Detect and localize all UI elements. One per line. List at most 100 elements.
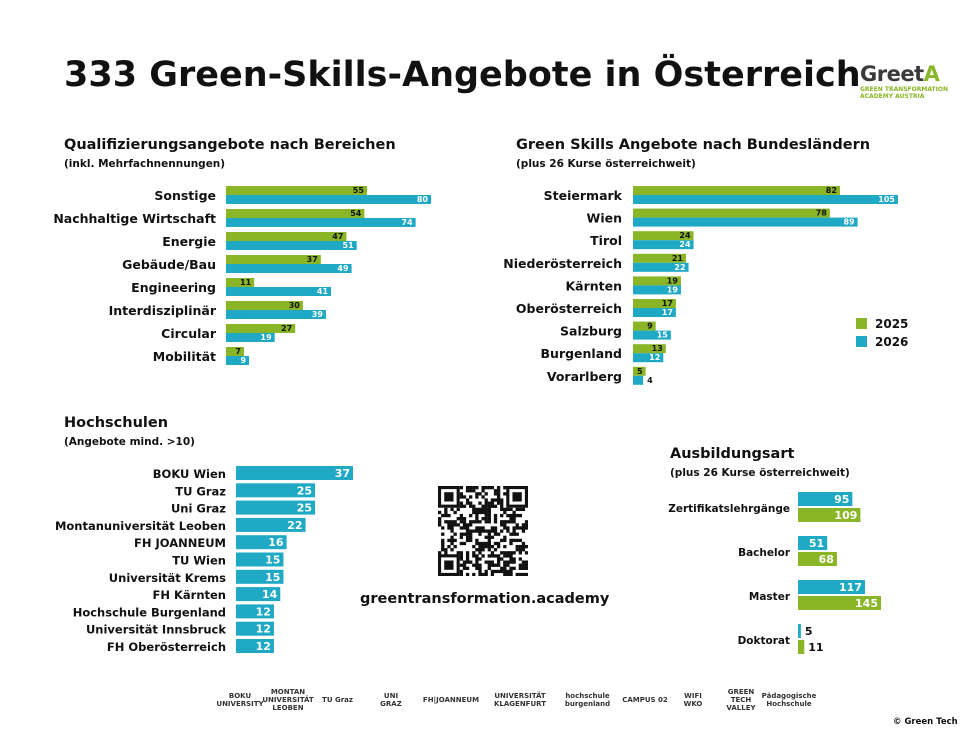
bar-gebäude-bau-2026 [226,264,352,273]
category-label-fh-joanneum: FH JOANNEUM [134,536,226,550]
bereiche-chart: Sonstige 55 80 Nachhaltige Wirtschaft 54 74 En… [53,186,431,365]
value-label-interdisziplinär-2026: 39 [312,310,324,319]
value-label-zertifikatslehrgänge-2026: 95 [834,493,849,506]
partner-logo-tu-graz: TU Graz [322,696,353,704]
category-label-zertifikatslehrgänge: Zertifikatslehrgänge [668,503,790,515]
bar-tu-wien [236,552,284,567]
category-label-mobilität: Mobilität [153,349,216,364]
value-label-hochschule-burgenland: 12 [256,605,271,618]
bar-tirol-2026 [633,240,694,250]
bar-engineering-2025 [226,278,255,287]
value-label-bachelor-2026: 51 [809,537,824,550]
bar-boku-wien [236,466,353,480]
bar-vorarlberg-2026 [633,375,644,385]
bar-salzburg-2025 [633,321,656,331]
bar-universität-innsbruck [236,621,274,636]
bar-nachhaltige-wirtschaft-2026 [226,218,416,227]
bar-circular-2026 [226,333,275,342]
value-label-tirol-2026: 24 [679,240,691,249]
bar-circular-2025 [226,324,296,333]
hochschulen-chart: BOKU Wien 37 TU Graz 25 Uni Graz 25 Montanuniv… [55,466,353,654]
partner-logo-green-tech-valley: GREEN TECH VALLEY [726,688,756,712]
category-label-bachelor: Bachelor [738,547,791,559]
bar-sonstige-2026 [226,195,431,204]
category-label-uni-graz: Uni Graz [171,502,226,516]
value-label-nachhaltige-wirtschaft-2025: 54 [350,209,362,218]
category-label-universität-krems: Universität Krems [109,571,226,585]
legend-label-2025: 2025 [875,317,908,331]
greeta-logo: GreetA GREEN TRANSFORMATION ACADEMY AUST… [860,62,950,100]
value-label-circular-2026: 19 [261,333,273,342]
value-label-fh-joanneum: 16 [268,536,284,549]
value-label-niederösterreich-2026: 22 [674,263,685,272]
bar-oberösterreich-2026 [633,308,676,317]
value-label-boku-wien: 37 [335,467,350,480]
value-label-master-2025: 145 [855,597,878,610]
bar-niederösterreich-2026 [633,262,689,272]
category-label-sonstige: Sonstige [154,188,216,203]
bar-mobilität-2026 [226,356,250,365]
value-label-gebäude-bau-2025: 37 [307,255,318,264]
qr-code[interactable] [438,486,528,576]
partner-logo-fh-joanneum: FH|JOANNEUM [422,696,480,704]
bar-energie-2026 [226,241,357,250]
value-label-universität-krems: 15 [265,571,280,584]
value-label-energie-2025: 47 [332,232,343,241]
value-label-doktorat-2025: 11 [808,641,823,654]
bereiche-title: Qualifizierungsangebote nach Bereichen [64,137,396,153]
bar-kärnten-2025 [633,276,681,286]
bar-wien-2025 [633,208,830,218]
value-label-mobilität-2026: 9 [240,356,246,365]
value-label-salzburg-2026: 15 [657,331,669,340]
logo-subtitle-2: ACADEMY AUSTRIA [860,93,925,100]
value-label-bachelor-2025: 68 [819,553,834,566]
value-label-engineering-2025: 11 [240,278,252,287]
category-label-kärnten: Kärnten [565,278,622,293]
category-label-interdisziplinär: Interdisziplinär [109,303,217,318]
value-label-tirol-2025: 24 [679,231,691,240]
value-label-circular-2025: 27 [281,324,292,333]
category-label-fh-oberösterreich: FH Oberösterreich [107,640,226,654]
value-label-fh-kärnten: 14 [262,588,278,601]
category-label-gebäude-bau: Gebäude/Bau [122,257,216,272]
legend-swatch-2026 [856,336,867,347]
bar-tirol-2025 [633,231,694,241]
value-label-steiermark-2025: 82 [826,186,837,195]
logo-subtitle-1: GREEN TRANSFORMATION [860,86,948,93]
bar-engineering-2026 [226,287,332,296]
value-label-salzburg-2025: 9 [647,322,653,331]
bar-fh-kärnten [236,587,281,602]
value-label-sonstige-2025: 55 [353,186,365,195]
academy-url-link[interactable]: greentransformation.academy [360,591,610,607]
bar-zertifikatslehrgänge-2026 [798,492,853,506]
bar-doktorat-2025 [798,640,805,654]
category-label-tu-graz: TU Graz [175,484,226,498]
bar-universität-krems [236,569,284,584]
value-label-oberösterreich-2026: 17 [662,308,673,317]
bar-kärnten-2026 [633,285,681,295]
bar-mobilität-2025 [226,347,244,356]
bar-hochschule-burgenland [236,604,274,619]
category-label-burgenland: Burgenland [541,346,622,361]
ausbildungsart-chart: Zertifikatslehrgänge 95 109 Bachelor 51 68 Mas… [668,492,881,654]
bar-vorarlberg-2025 [633,366,646,376]
value-label-mobilität-2025: 7 [235,347,241,356]
bar-burgenland-2026 [633,353,664,363]
partner-logo-campus-02: CAMPUS 02 [622,696,668,704]
legend-swatch-2025 [856,318,867,329]
bar-energie-2025 [226,232,347,241]
value-label-interdisziplinär-2025: 30 [289,301,301,310]
logo-name: GreetA [860,62,950,86]
category-label-tu-wien: TU Wien [172,554,226,568]
category-label-boku-wien: BOKU Wien [153,467,226,481]
bundeslaender-subtitle: (plus 26 Kurse österreichweit) [516,158,696,170]
category-label-tirol: Tirol [590,233,622,248]
value-label-master-2026: 117 [839,581,862,594]
bar-steiermark-2025 [633,186,840,195]
bereiche-subtitle: (inkl. Mehrfachnennungen) [64,158,226,170]
category-label-hochschule-burgenland: Hochschule Burgenland [73,605,226,619]
category-label-engineering: Engineering [131,280,216,295]
bar-bachelor-2026 [798,536,828,550]
category-label-vorarlberg: Vorarlberg [547,369,622,384]
copyright-text: © Green Tech V [893,717,960,727]
